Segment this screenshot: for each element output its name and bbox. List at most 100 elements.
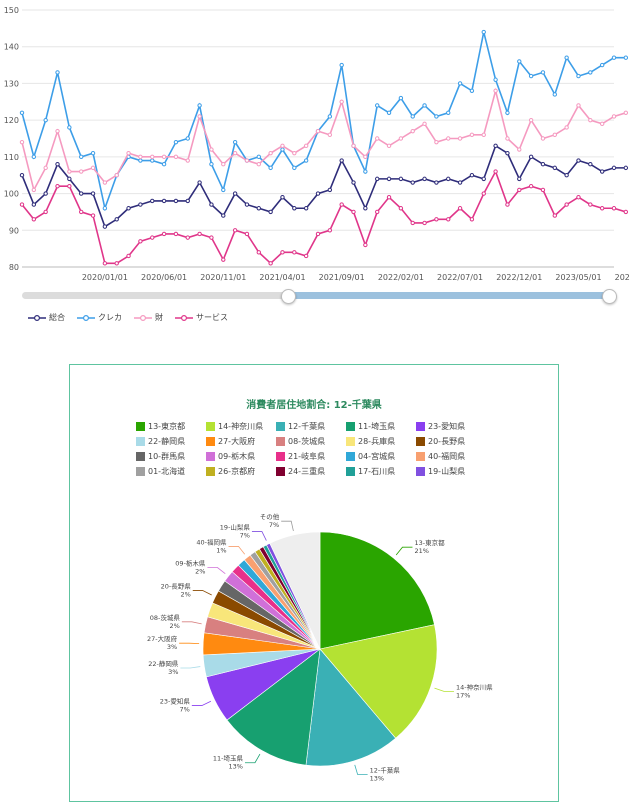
data-point-sogo[interactable] bbox=[623, 165, 629, 171]
data-point-kureka[interactable] bbox=[540, 70, 546, 75]
data-point-sogo[interactable] bbox=[375, 176, 380, 182]
data-point-sogo[interactable] bbox=[469, 173, 475, 178]
data-point-kureka[interactable] bbox=[588, 70, 593, 75]
data-point-kureka[interactable] bbox=[19, 110, 25, 116]
data-point-sogo[interactable] bbox=[576, 158, 581, 163]
data-point-zai[interactable] bbox=[55, 128, 60, 134]
data-point-zai[interactable] bbox=[375, 136, 380, 141]
data-point-service[interactable] bbox=[363, 242, 368, 248]
data-point-service[interactable] bbox=[303, 253, 309, 259]
data-point-zai[interactable] bbox=[386, 143, 392, 149]
data-point-service[interactable] bbox=[31, 217, 37, 222]
data-point-kureka[interactable] bbox=[457, 81, 463, 86]
data-point-kureka[interactable] bbox=[623, 55, 629, 60]
data-point-sogo[interactable] bbox=[114, 217, 119, 222]
data-point-zai[interactable] bbox=[611, 114, 617, 119]
data-point-zai[interactable] bbox=[599, 121, 605, 127]
data-point-kureka[interactable] bbox=[410, 114, 415, 119]
data-point-kureka[interactable] bbox=[398, 95, 404, 101]
data-point-kureka[interactable] bbox=[327, 114, 333, 119]
data-point-kureka[interactable] bbox=[375, 103, 380, 108]
data-point-service[interactable] bbox=[197, 231, 202, 237]
pie-legend-item[interactable]: 10-群馬県 bbox=[136, 451, 206, 462]
data-point-kureka[interactable] bbox=[493, 77, 498, 82]
pie-legend-item[interactable]: 01-北海道 bbox=[136, 466, 206, 477]
data-point-zai[interactable] bbox=[469, 132, 475, 138]
data-point-service[interactable] bbox=[268, 261, 273, 266]
data-point-zai[interactable] bbox=[576, 103, 581, 108]
data-point-service[interactable] bbox=[588, 202, 593, 207]
data-point-sogo[interactable] bbox=[457, 180, 463, 185]
pie-legend-item[interactable]: 04-宮城県 bbox=[346, 451, 416, 462]
data-point-service[interactable] bbox=[339, 202, 344, 207]
data-point-sogo[interactable] bbox=[150, 198, 155, 204]
data-point-kureka[interactable] bbox=[138, 158, 143, 163]
data-point-zai[interactable] bbox=[114, 173, 119, 178]
data-point-sogo[interactable] bbox=[446, 176, 451, 182]
data-point-zai[interactable] bbox=[31, 187, 37, 193]
data-point-zai[interactable] bbox=[67, 169, 72, 174]
data-point-service[interactable] bbox=[422, 220, 427, 226]
data-point-service[interactable] bbox=[481, 191, 486, 196]
data-point-sogo[interactable] bbox=[588, 162, 593, 167]
data-point-kureka[interactable] bbox=[552, 92, 557, 97]
data-point-zai[interactable] bbox=[446, 136, 451, 141]
data-point-service[interactable] bbox=[280, 250, 285, 255]
data-point-sogo[interactable] bbox=[422, 176, 427, 182]
pie-legend-item[interactable]: 23-愛知県 bbox=[416, 421, 486, 432]
pie-slice[interactable] bbox=[319, 531, 435, 650]
pie-legend-item[interactable]: 11-埼玉県 bbox=[346, 421, 416, 432]
data-point-kureka[interactable] bbox=[469, 88, 475, 93]
data-point-kureka[interactable] bbox=[339, 62, 344, 68]
data-point-kureka[interactable] bbox=[611, 55, 617, 60]
data-point-zai[interactable] bbox=[398, 136, 404, 141]
data-point-zai[interactable] bbox=[315, 128, 321, 134]
data-point-zai[interactable] bbox=[588, 117, 593, 123]
data-point-service[interactable] bbox=[244, 231, 250, 237]
data-point-sogo[interactable] bbox=[173, 198, 179, 204]
pie-slice[interactable] bbox=[269, 531, 321, 650]
data-point-service[interactable] bbox=[114, 261, 119, 266]
data-point-sogo[interactable] bbox=[79, 191, 84, 196]
data-point-zai[interactable] bbox=[280, 143, 285, 149]
pie-legend-item[interactable]: 40-福岡県 bbox=[416, 451, 486, 462]
data-point-kureka[interactable] bbox=[185, 136, 190, 141]
data-point-zai[interactable] bbox=[422, 121, 427, 127]
data-point-kureka[interactable] bbox=[303, 158, 309, 163]
pie-legend-item[interactable]: 09-栃木県 bbox=[206, 451, 276, 462]
data-point-zai[interactable] bbox=[363, 154, 368, 160]
data-point-service[interactable] bbox=[505, 202, 510, 207]
data-point-service[interactable] bbox=[67, 184, 72, 189]
data-point-zai[interactable] bbox=[481, 132, 486, 138]
data-point-kureka[interactable] bbox=[173, 139, 179, 145]
data-point-sogo[interactable] bbox=[517, 176, 522, 182]
data-point-kureka[interactable] bbox=[79, 154, 84, 160]
data-point-sogo[interactable] bbox=[339, 158, 344, 163]
data-point-sogo[interactable] bbox=[292, 206, 297, 211]
data-point-service[interactable] bbox=[434, 217, 439, 222]
data-point-zai[interactable] bbox=[410, 128, 415, 134]
data-point-kureka[interactable] bbox=[599, 62, 605, 68]
data-point-kureka[interactable] bbox=[67, 125, 72, 130]
pie-legend-item[interactable]: 13-東京都 bbox=[136, 421, 206, 432]
data-point-zai[interactable] bbox=[256, 162, 261, 167]
data-point-sogo[interactable] bbox=[386, 176, 392, 182]
data-point-sogo[interactable] bbox=[138, 202, 143, 207]
data-point-sogo[interactable] bbox=[90, 191, 96, 196]
data-point-service[interactable] bbox=[102, 261, 108, 266]
data-point-zai[interactable] bbox=[90, 165, 96, 171]
data-point-sogo[interactable] bbox=[434, 180, 439, 185]
data-point-kureka[interactable] bbox=[363, 169, 368, 174]
data-point-kureka[interactable] bbox=[55, 70, 60, 75]
data-point-service[interactable] bbox=[221, 257, 226, 262]
data-point-service[interactable] bbox=[410, 220, 415, 226]
pie-legend-item[interactable]: 20-長野県 bbox=[416, 436, 486, 447]
data-point-service[interactable] bbox=[517, 187, 522, 193]
data-point-kureka[interactable] bbox=[481, 29, 486, 35]
data-point-sogo[interactable] bbox=[327, 187, 333, 193]
data-point-sogo[interactable] bbox=[31, 202, 37, 207]
data-point-sogo[interactable] bbox=[19, 173, 25, 178]
pie-legend-item[interactable]: 27-大阪府 bbox=[206, 436, 276, 447]
data-point-service[interactable] bbox=[386, 195, 392, 200]
data-point-zai[interactable] bbox=[161, 154, 167, 160]
